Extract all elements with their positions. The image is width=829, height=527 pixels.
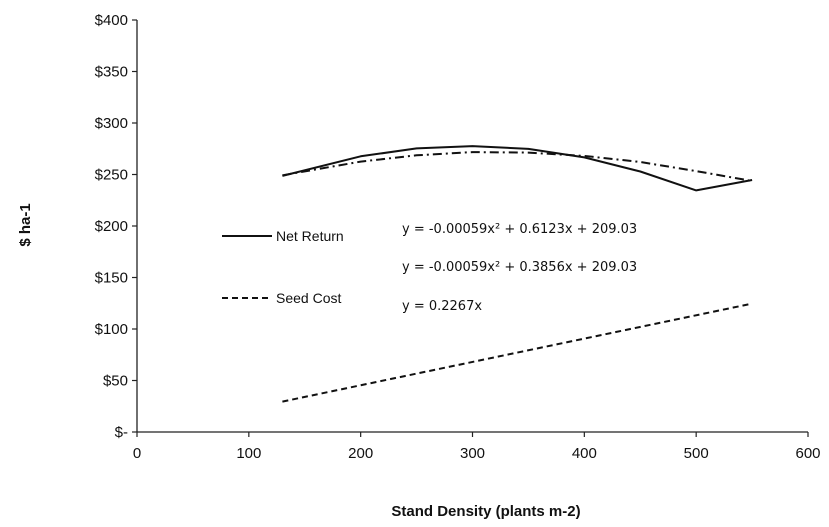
x-axis-ticks: 0 100 200 300 400 500 600	[133, 432, 821, 462]
series-line-1	[282, 145, 753, 192]
x-tick-label: 400	[572, 445, 597, 462]
equations: y = -0.00059x² + 0.6123x + 209.03 y = -0…	[402, 222, 637, 314]
y-tick-label: $-	[115, 424, 128, 441]
y-tick-label: $100	[95, 321, 128, 338]
series-line-3	[282, 302, 753, 403]
y-tick-label: $250	[95, 167, 128, 184]
legend-label-net-return: Net Return	[276, 228, 344, 244]
y-tick-label: $350	[95, 64, 128, 81]
x-tick-label: 200	[348, 445, 373, 462]
legend-label-seed-cost: Seed Cost	[276, 290, 341, 306]
y-tick-label: $200	[95, 218, 128, 235]
y-tick-label: $300	[95, 115, 128, 132]
y-axis-title: $ ha-1	[17, 203, 34, 246]
x-tick-label: 100	[236, 445, 261, 462]
y-tick-label: $50	[103, 373, 128, 390]
legend: Net Return Seed Cost	[222, 228, 344, 306]
x-tick-label: 300	[460, 445, 485, 462]
y-tick-label: $400	[95, 12, 128, 29]
x-axis-title: Stand Density (plants m-2)	[391, 503, 580, 520]
series-line-2	[282, 151, 753, 182]
y-tick-label: $150	[95, 270, 128, 287]
series-layer	[282, 145, 753, 403]
x-tick-label: 500	[684, 445, 709, 462]
equation-label: y = 0.2267x	[402, 299, 482, 314]
equation-label: y = -0.00059x² + 0.6123x + 209.03	[402, 222, 637, 237]
x-tick-label: 600	[795, 445, 820, 462]
equation-label: y = -0.00059x² + 0.3856x + 209.03	[402, 260, 637, 275]
y-axis-ticks: $- $50 $100 $150 $200 $250 $300 $350 $400	[95, 12, 137, 441]
x-tick-label: 0	[133, 445, 141, 462]
